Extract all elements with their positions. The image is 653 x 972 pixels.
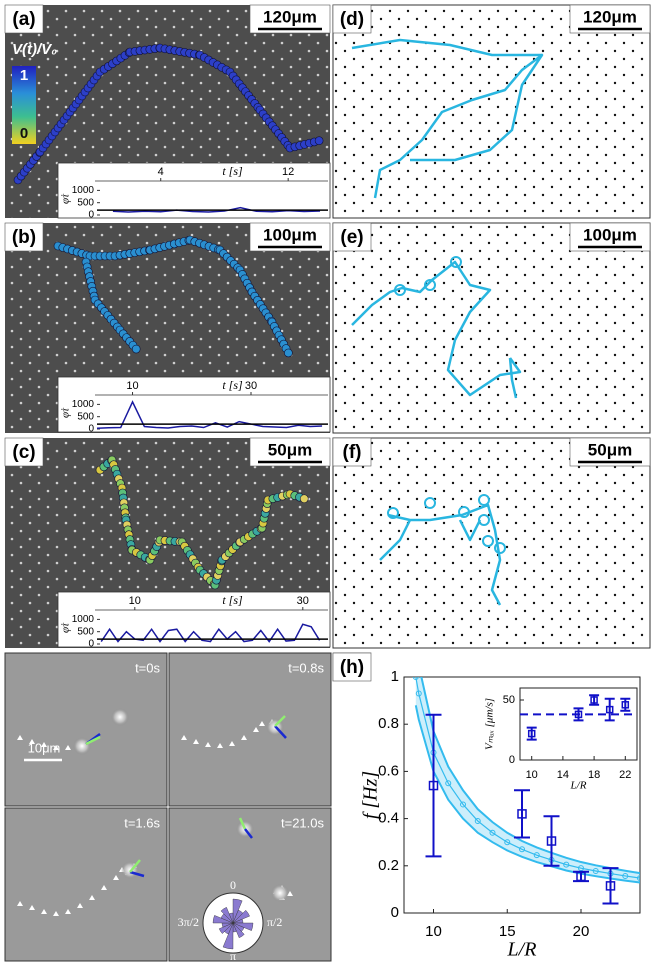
x-axis-label: t [s] (222, 164, 243, 178)
colorbar-max: 1 (20, 67, 28, 84)
x-tick-label: 15 (499, 923, 516, 940)
scale-bar-label: 100μm (583, 225, 637, 244)
y-axis-label: φ̇τ (60, 193, 72, 204)
scale-bar-label: 50μm (588, 440, 632, 459)
time-stamp: t=21.0s (281, 815, 325, 830)
trajectory-dot (300, 495, 308, 503)
x-tick-label: 20 (573, 923, 590, 940)
scale-bar-label: 100μm (263, 225, 317, 244)
scale-bar-label: 120μm (583, 7, 637, 26)
y-tick-label: 500 (77, 626, 94, 637)
particle (271, 884, 289, 902)
x-axis-label: L/R (507, 939, 537, 961)
panel-label: (h) (340, 657, 364, 678)
y-tick-label: 0.2 (378, 857, 399, 874)
lattice-background (333, 223, 650, 433)
scale-bar-label: 120μm (263, 7, 317, 26)
y-tick-label: 0 (509, 754, 515, 766)
panel-label: (e) (340, 227, 363, 248)
x-tick-label: 18 (588, 769, 600, 781)
rose-label: 0 (230, 878, 236, 892)
x-tick-label: 14 (557, 769, 569, 781)
y-tick-label: 0 (88, 424, 94, 435)
x-tick-label: 30 (245, 380, 257, 392)
y-tick-label: 500 (77, 411, 94, 422)
x-tick-label: 12 (282, 166, 294, 178)
rose-label: π/2 (267, 915, 282, 929)
time-stamp: t=0.8s (288, 660, 324, 675)
microscope-frame (169, 653, 331, 806)
y-axis-label: φ̇τ (60, 622, 72, 633)
y-tick-label: 0 (88, 639, 94, 650)
time-stamp: t=0s (135, 660, 160, 675)
trajectory-dot (315, 137, 323, 145)
time-stamp: t=1.6s (124, 815, 160, 830)
x-axis-label: L/R (570, 780, 587, 792)
rose-label: π (230, 949, 236, 963)
particle (73, 737, 91, 755)
figure: (a) 120μm (b) 100μm (c) 50μm (d) 120μm (e) 100μm (… (0, 0, 653, 967)
x-tick-label: 10 (129, 595, 141, 607)
scale-bar-label: 10μm (28, 740, 61, 755)
panel-label: (f) (343, 442, 362, 463)
y-tick-label: 1000 (72, 185, 95, 196)
y-tick-label: 1000 (72, 399, 95, 410)
x-axis-label: t [s] (222, 593, 243, 607)
y-axis-label: φ̇τ (60, 407, 72, 418)
colorbar-title: V(t)/V₀ (12, 41, 57, 58)
x-tick-label: 4 (158, 166, 164, 178)
trajectory-dot (132, 345, 140, 353)
axes-frame (520, 688, 637, 760)
y-tick-label: 50 (503, 694, 515, 706)
colorbar-min: 0 (20, 125, 28, 142)
y-tick-label: 1 (391, 668, 399, 685)
panel-label: (d) (340, 9, 364, 30)
y-axis-label: Vₘₐₓ [μm/s] (484, 698, 496, 750)
lattice-background (333, 5, 650, 218)
y-tick-label: 500 (77, 197, 94, 208)
y-axis-label: f [Hz] (360, 771, 382, 819)
rose-label: 3π/2 (178, 915, 199, 929)
x-tick-label: 10 (526, 769, 538, 781)
trajectory-dot (284, 349, 292, 357)
x-tick-label: 10 (425, 923, 442, 940)
y-tick-label: 0 (391, 904, 399, 921)
x-axis-label: t [s] (222, 378, 243, 392)
x-tick-label: 30 (297, 595, 309, 607)
y-tick-label: 0.8 (378, 715, 399, 732)
particle (111, 708, 129, 726)
microscope-frame (5, 808, 167, 961)
panel-label: (b) (12, 227, 36, 248)
panel-label: (a) (12, 9, 35, 30)
y-tick-label: 0 (88, 210, 94, 221)
x-tick-label: 10 (126, 380, 138, 392)
x-tick-label: 22 (619, 769, 631, 781)
microscope-frame (5, 653, 167, 806)
panel-label: (c) (12, 442, 35, 463)
y-tick-label: 1000 (72, 614, 95, 625)
scale-bar-label: 50μm (268, 440, 312, 459)
